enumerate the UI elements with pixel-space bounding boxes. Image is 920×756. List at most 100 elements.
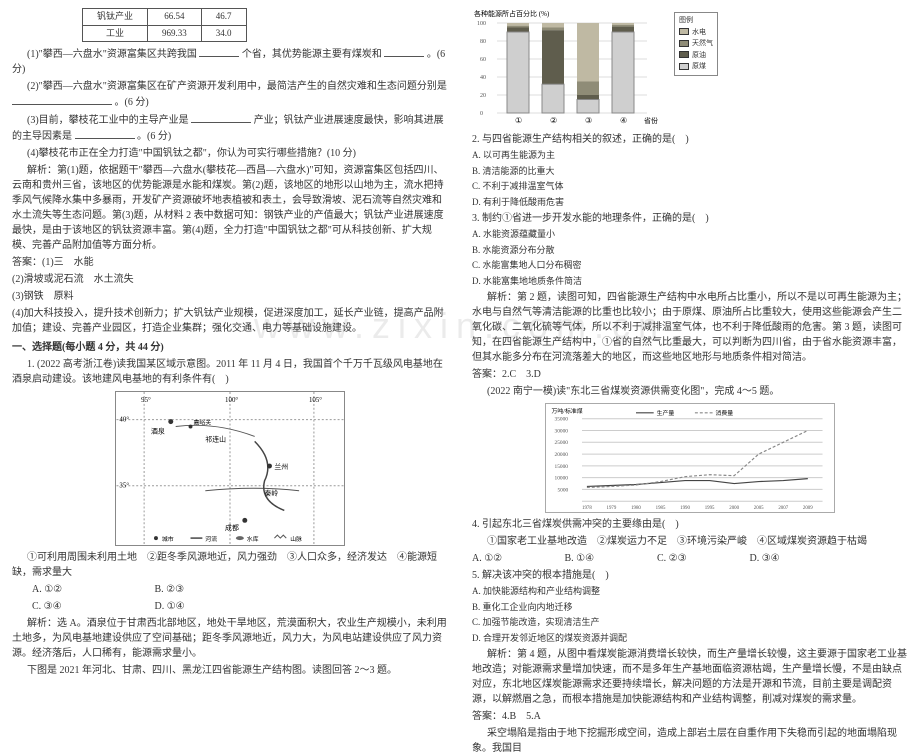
q4: 4. 引起东北三省煤炭供需冲突的主要缘由是( ): [472, 517, 908, 532]
svg-text:消费量: 消费量: [716, 409, 734, 417]
svg-text:③: ③: [585, 116, 592, 125]
cell: 钒钛产业: [83, 9, 148, 26]
q2-opt: C. 不利于减排温室气体: [472, 180, 908, 194]
svg-text:2005: 2005: [754, 506, 764, 511]
q3-text: (3)目前，攀枝花工业中的主导产业是: [27, 115, 189, 126]
svg-text:10000: 10000: [555, 476, 569, 482]
explain-23: 解析：第 2 题，读图可知，四省能源生产结构中水电所占比重小，所以不是以可再生能…: [472, 290, 908, 365]
svg-text:酒泉: 酒泉: [151, 426, 165, 435]
svg-text:④: ④: [620, 116, 627, 125]
q5-opt: A. 加快能源结构和产业结构调整: [472, 585, 908, 599]
last-para: 采空塌陷是指由于地下挖掘形成空间，造成上部岩土层在自重作用下失稳而引起的地面塌陷…: [472, 726, 908, 756]
opt-d: D. ①④: [155, 599, 275, 614]
svg-text:②: ②: [550, 116, 557, 125]
region-map: 95° 100° 105° 40° 35° 酒泉 嘉峪关 兰州 成都 秦岭 祁连…: [115, 391, 345, 546]
fig-caption: 下图是 2021 年河北、甘肃、四川、黑龙江四省能源生产结构图。读图回答 2～3…: [12, 663, 448, 678]
swatch: [679, 40, 689, 47]
svg-text:生产量: 生产量: [657, 409, 675, 417]
q3-opt: C. 水能富集地人口分布稠密: [472, 259, 908, 273]
svg-text:①: ①: [515, 116, 522, 125]
explain-1: 解析：选 A。酒泉位于甘肃西北部地区，地处干旱地区，荒漠面积大，农业生产规模小，…: [12, 616, 448, 661]
svg-text:1979: 1979: [607, 506, 617, 511]
q5-opt: D. 合理开发邻近地区的煤炭资源并调配: [472, 632, 908, 646]
choice-1: 1. (2022 高考浙江卷)读我国某区域示意图。2011 年 11 月 4 日…: [12, 357, 448, 387]
map-svg: 95° 100° 105° 40° 35° 酒泉 嘉峪关 兰州 成都 秦岭 祁连…: [116, 392, 344, 545]
svg-text:95°: 95°: [141, 397, 151, 404]
svg-text:60: 60: [480, 57, 486, 63]
svg-text:祁连山: 祁连山: [205, 434, 226, 443]
analysis: 解析：第(1)题，依据题干"攀西—六盘水(攀枝花—西昌—六盘水)"可知，资源富集…: [12, 163, 448, 253]
svg-text:秦岭: 秦岭: [265, 489, 279, 498]
legend-item: 原油: [679, 50, 713, 61]
legend-item: 天然气: [679, 38, 713, 49]
q3-opt: D. 水能富集地地质条件简洁: [472, 275, 908, 289]
svg-text:山脉: 山脉: [290, 535, 302, 543]
svg-text:1980: 1980: [631, 506, 641, 511]
svg-text:2007: 2007: [778, 506, 788, 511]
q4-choices: A. ①② B. ①④ C. ②③ D. ③④: [472, 551, 908, 566]
q3: 3. 制约①省进一步开发水能的地理条件，正确的是( ): [472, 211, 908, 226]
q5: 5. 解决该冲突的根本措施是( ): [472, 568, 908, 583]
opt-d: D. ③④: [750, 551, 840, 566]
line-chart: 万吨/标准煤 5000 10000 15000 20000 25000 3000…: [545, 403, 835, 513]
q3-opt: A. 水能资源蕴藏量小: [472, 228, 908, 242]
q5-opt: C. 加强节能改造，实现清洁生产: [472, 616, 908, 630]
swatch: [679, 28, 689, 35]
svg-text:5000: 5000: [557, 487, 568, 493]
legend-label: 天然气: [692, 38, 713, 49]
q2: 2. 与四省能源生产结构相关的叙述，正确的是( ): [472, 132, 908, 147]
svg-text:15000: 15000: [555, 464, 569, 470]
answer-2: (2)滑坡或泥石流 水土流失: [12, 272, 448, 287]
cell: 工业: [83, 25, 148, 42]
opt-a: A. ①②: [32, 582, 152, 597]
question-4: (4)攀枝花市正在全力打造"中国钒钛之都"，你认为可实行哪些措施？(10 分): [12, 146, 448, 161]
left-column: 钒钛产业 66.54 46.7 工业 969.33 34.0 (1)"攀西—六盘…: [0, 0, 460, 651]
legend-item: 原煤: [679, 61, 713, 72]
svg-text:35000: 35000: [555, 417, 569, 423]
svg-text:100°: 100°: [225, 397, 238, 404]
svg-text:0: 0: [480, 111, 483, 117]
question-2: (2)"攀西—六盘水"资源富集区在矿产资源开发利用中，最简洁产生的自然灾难和生态…: [12, 79, 448, 110]
svg-text:兰州: 兰州: [274, 462, 288, 471]
opt-c: C. ③④: [32, 599, 152, 614]
question-3: (3)目前，攀枝花工业中的主导产业是 产业；钒钛产业进展速度最快，影响其进展的主…: [12, 112, 448, 144]
cell: 46.7: [201, 9, 246, 26]
linechart-svg: 万吨/标准煤 5000 10000 15000 20000 25000 3000…: [546, 404, 834, 512]
section-choice-title: 一、选择题(每小题 4 分，共 44 分): [12, 340, 448, 355]
svg-text:30000: 30000: [555, 428, 569, 434]
svg-text:100: 100: [477, 21, 486, 27]
svg-text:嘉峪关: 嘉峪关: [193, 419, 211, 427]
industry-table: 钒钛产业 66.54 46.7 工业 969.33 34.0: [82, 8, 247, 42]
blank: [384, 46, 424, 57]
svg-text:1978: 1978: [582, 506, 592, 511]
blank: [199, 46, 239, 57]
answer-23: 答案：2.C 3.D: [472, 367, 908, 382]
cell: 66.54: [148, 9, 202, 26]
table-row: 钒钛产业 66.54 46.7: [83, 9, 247, 26]
opt-a: A. ①②: [472, 551, 562, 566]
blank: [12, 94, 112, 105]
chart-legend: 图例 水电 天然气 原油 原煤: [674, 12, 718, 76]
right-column: 各种能源所占百分比 (%) 0 20 40 60 80 100: [460, 0, 920, 651]
answer-3: (3)钢铁 原料: [12, 289, 448, 304]
opt-c: C. ②③: [657, 551, 747, 566]
svg-text:20000: 20000: [555, 452, 569, 458]
svg-text:省份: 省份: [644, 116, 658, 125]
svg-text:成都: 成都: [225, 523, 239, 532]
swatch: [679, 63, 689, 70]
svg-text:105°: 105°: [309, 397, 322, 404]
svg-text:1990: 1990: [680, 506, 690, 511]
option-stems: ①可利用周围未利用土地 ②距冬季风源地近，风力强劲 ③人口众多，经济发达 ④能源…: [12, 550, 448, 580]
q2-opt: A. 以可再生能源为主: [472, 149, 908, 163]
svg-text:2009: 2009: [803, 506, 813, 511]
q2-opt: D. 有利于降低酸雨危害: [472, 196, 908, 210]
blank: [75, 128, 135, 139]
svg-text:40: 40: [480, 75, 486, 81]
q3-text-c: 。(6 分): [137, 131, 171, 142]
legend-item: 水电: [679, 27, 713, 38]
svg-text:1985: 1985: [656, 506, 666, 511]
q1-text: (1)"攀西—六盘水"资源富集区共跨我国: [27, 49, 197, 60]
svg-text:80: 80: [480, 39, 486, 45]
stacked-bar-chart: 各种能源所占百分比 (%) 0 20 40 60 80 100: [472, 8, 722, 128]
options-row: A. ①② B. ②③: [32, 582, 448, 597]
